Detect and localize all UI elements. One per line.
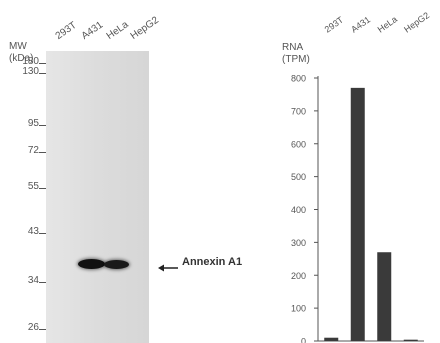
mw-marker-43: 43: [27, 226, 39, 237]
y-tick-label-600: 600: [291, 139, 306, 149]
mw-tick-55: [39, 188, 46, 189]
mw-title: MW (kDa): [9, 41, 33, 65]
band-label: Annexin A1: [182, 256, 243, 268]
x-tick-label-hela: HeLa: [376, 14, 399, 35]
bar-a431: [350, 87, 365, 341]
left-arrow-icon: [158, 259, 180, 277]
mw-tick-34: [39, 282, 46, 283]
y-tick-label-400: 400: [291, 205, 306, 215]
mw-tick-72: [39, 152, 46, 153]
mw-tick-43: [39, 233, 46, 234]
mw-marker-26: 26: [27, 322, 39, 333]
chart-title-line1: RNA: [282, 42, 304, 53]
bar-hepg2: [403, 339, 418, 341]
mw-title-line1: MW: [9, 41, 27, 52]
mw-tick-95: [39, 125, 46, 126]
mw-tick-130: [39, 73, 46, 74]
y-tick-label-100: 100: [291, 304, 306, 314]
mw-marker-130: 130: [22, 66, 39, 77]
mw-marker-34: 34: [27, 275, 39, 286]
y-tick-label-500: 500: [291, 172, 306, 182]
mw-marker-55: 55: [27, 181, 39, 192]
x-tick-label-hepg2: HepG2: [402, 10, 431, 35]
x-tick-label-a431: A431: [349, 14, 372, 34]
chart-title: RNA (TPM): [282, 42, 310, 66]
bar-293t: [324, 337, 339, 341]
y-tick-label-0: 0: [301, 337, 306, 343]
x-tick-label-293t: 293T: [323, 14, 346, 34]
mw-tick-180: [39, 63, 46, 64]
chart-title-line2: (TPM): [282, 54, 310, 65]
bar-hela: [377, 252, 392, 341]
mw-marker-180: 180: [22, 56, 39, 67]
band-a431: [78, 259, 105, 269]
y-tick-label-700: 700: [291, 106, 306, 116]
western-blot-membrane: [46, 51, 149, 343]
y-tick-label-300: 300: [291, 238, 306, 248]
y-tick-label-200: 200: [291, 271, 306, 281]
mw-marker-95: 95: [27, 118, 39, 129]
y-tick-label-800: 800: [291, 74, 306, 84]
mw-title-line2: (kDa): [9, 53, 34, 64]
mw-marker-72: 72: [27, 145, 39, 156]
band-hela: [104, 260, 129, 269]
mw-tick-26: [39, 329, 46, 330]
